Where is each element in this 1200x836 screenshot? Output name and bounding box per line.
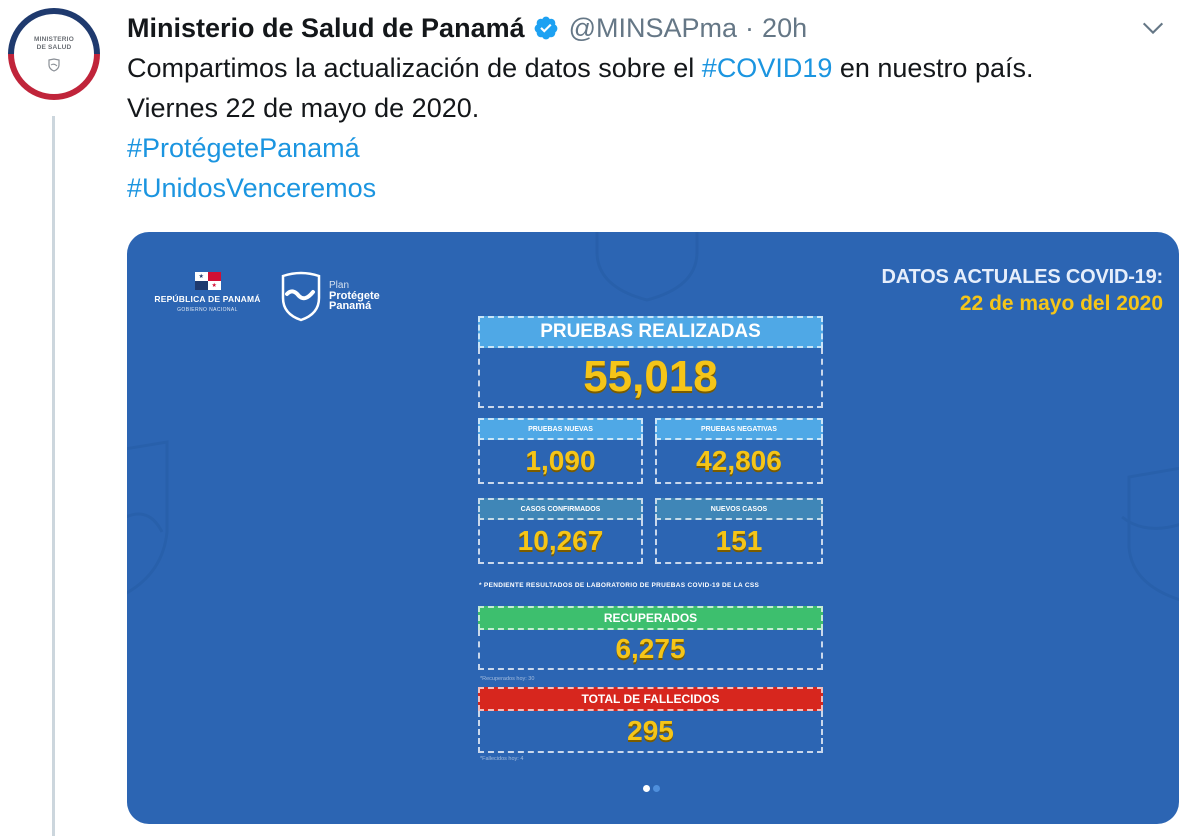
carousel-dot[interactable] <box>653 785 660 792</box>
pruebas-negativas-label: PRUEBAS NEGATIVAS <box>655 418 823 440</box>
carousel-indicator[interactable] <box>643 785 660 792</box>
hashtag-protegetepanama[interactable]: #ProtégetePanamá <box>127 133 360 163</box>
hashtag-covid19[interactable]: #COVID19 <box>701 53 833 83</box>
avatar-inner: MINISTERIO DE SALUD <box>14 14 94 94</box>
tweet: Ministerio de Salud de Panamá @MINSAPma … <box>127 8 1187 208</box>
panel-recuperados: RECUPERADOS 6,275 <box>478 606 823 670</box>
separator: · <box>745 12 755 43</box>
panel-pruebas-realizadas: PRUEBAS REALIZADAS 55,018 <box>478 316 823 408</box>
text-segment: Compartimos la actualización de datos so… <box>127 53 702 83</box>
fallecidos-hoy-note: *Fallecidos hoy: 4 <box>480 756 524 762</box>
author-handle[interactable]: @MINSAPma <box>568 12 738 43</box>
logo-plan-protegete: Plan Protégete Panamá <box>279 270 380 322</box>
plan-line-2: Panamá <box>329 300 372 312</box>
plan-text: Plan Protégete Panamá <box>329 280 380 312</box>
datos-title: DATOS ACTUALES COVID-19: <box>881 266 1163 288</box>
tweet-media-image[interactable]: ★ ★ REPÚBLICA DE PANAMÁ GOBIERNO NACIONA… <box>127 232 1179 824</box>
plan-line-1: Protégete <box>329 290 380 302</box>
shield-icon <box>48 58 60 72</box>
casos-confirmados-label: CASOS CONFIRMADOS <box>478 498 643 520</box>
recuperados-label: RECUPERADOS <box>478 606 823 630</box>
chevron-down-icon[interactable] <box>1139 14 1167 42</box>
tweet-line-1: Compartimos la actualización de datos so… <box>127 48 1187 88</box>
panel-fallecidos: TOTAL DE FALLECIDOS 295 <box>478 687 823 753</box>
casos-confirmados-value: 10,267 <box>478 520 643 564</box>
avatar[interactable]: MINISTERIO DE SALUD <box>8 8 100 100</box>
panama-flag-icon: ★ ★ <box>194 272 221 290</box>
datos-date: 22 de mayo del 2020 <box>959 292 1163 315</box>
nuevos-casos-label: NUEVOS CASOS <box>655 498 823 520</box>
panel-pruebas-nuevas: PRUEBAS NUEVAS 1,090 <box>478 418 643 484</box>
panel-nuevos-casos: NUEVOS CASOS 151 <box>655 498 823 564</box>
timestamp[interactable]: 20h <box>762 12 808 43</box>
pruebas-nuevas-value: 1,090 <box>478 440 643 484</box>
plan-shield-icon <box>281 271 321 322</box>
logo-republica-panama: ★ ★ REPÚBLICA DE PANAMÁ GOBIERNO NACIONA… <box>145 272 270 313</box>
nuevos-casos-value: 151 <box>655 520 823 564</box>
watermark-shield-icon <box>1121 466 1179 602</box>
fallecidos-value: 295 <box>478 711 823 753</box>
fallecidos-label: TOTAL DE FALLECIDOS <box>478 687 823 711</box>
watermark-shield-icon <box>127 440 169 595</box>
pruebas-negativas-value: 42,806 <box>655 440 823 484</box>
author-name[interactable]: Ministerio de Salud de Panamá <box>127 12 525 43</box>
footnote-pendiente: * PENDIENTE RESULTADOS DE LABORATORIO DE… <box>479 582 760 589</box>
watermark-shield-icon <box>595 232 699 302</box>
thread-line <box>52 116 55 836</box>
panel-pruebas-negativas: PRUEBAS NEGATIVAS 42,806 <box>655 418 823 484</box>
tweet-header: Ministerio de Salud de Panamá @MINSAPma … <box>127 8 1187 48</box>
tweet-text: Compartimos la actualización de datos so… <box>127 48 1187 208</box>
logo-republica-subtitle: GOBIERNO NACIONAL <box>177 307 238 313</box>
hashtag-unidosvenceremos[interactable]: #UnidosVenceremos <box>127 173 377 203</box>
logo-republica-title: REPÚBLICA DE PANAMÁ <box>154 294 261 304</box>
pruebas-realizadas-value: 55,018 <box>478 348 823 408</box>
panel-casos-confirmados: CASOS CONFIRMADOS 10,267 <box>478 498 643 564</box>
recuperados-hoy-note: *Recuperados hoy: 30 <box>480 676 535 682</box>
carousel-dot-active[interactable] <box>643 785 650 792</box>
pruebas-nuevas-label: PRUEBAS NUEVAS <box>478 418 643 440</box>
pruebas-realizadas-label: PRUEBAS REALIZADAS <box>478 316 823 348</box>
avatar-text: MINISTERIO DE SALUD <box>34 36 74 51</box>
verified-badge-icon <box>534 16 557 40</box>
plan-small-text: Plan <box>329 280 350 291</box>
recuperados-value: 6,275 <box>478 630 823 670</box>
tweet-line-2: Viernes 22 de mayo de 2020. <box>127 93 480 123</box>
datos-actuales: DATOS ACTUALES COVID-19: 22 de mayo del … <box>881 266 1163 316</box>
text-segment: en nuestro país. <box>832 53 1034 83</box>
